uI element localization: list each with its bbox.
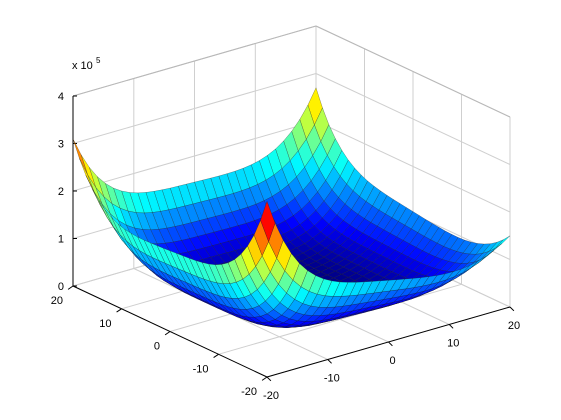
x-tick-label: 20 <box>508 320 520 332</box>
surface-mesh <box>73 88 510 328</box>
x-tick-mark <box>449 325 453 329</box>
y-tick-mark <box>262 377 267 380</box>
x-tick-label: 0 <box>389 355 395 367</box>
x-tick-mark <box>510 307 514 311</box>
y-tick-mark <box>68 286 73 289</box>
x-tick-mark <box>267 377 271 381</box>
y-tick-label: -20 <box>241 386 257 398</box>
z-tick-label: 2 <box>58 186 64 198</box>
z-multiplier-exponent: 5 <box>96 56 101 65</box>
y-tick-mark <box>117 309 122 312</box>
z-tick-label: 3 <box>58 139 64 151</box>
x-tick-mark <box>389 342 393 346</box>
y-tick-mark <box>165 332 170 335</box>
z-tick-label: 4 <box>58 91 64 103</box>
x-tick-mark <box>328 360 332 364</box>
y-tick-label: -10 <box>193 363 209 375</box>
y-tick-label: 20 <box>51 295 63 307</box>
surface-patch <box>81 155 96 188</box>
z-tick-label: 1 <box>58 234 64 246</box>
y-tick-mark <box>214 354 219 357</box>
surface-patch <box>73 139 88 175</box>
x-tick-label: -20 <box>263 390 279 402</box>
y-tick-label: 10 <box>99 318 111 330</box>
z-tick-label: 0 <box>58 281 64 293</box>
y-tick-label: 0 <box>154 341 160 353</box>
x-tick-label: 10 <box>447 338 459 350</box>
z-multiplier-label: x 10 <box>72 60 93 72</box>
x-tick-label: -10 <box>324 373 340 385</box>
